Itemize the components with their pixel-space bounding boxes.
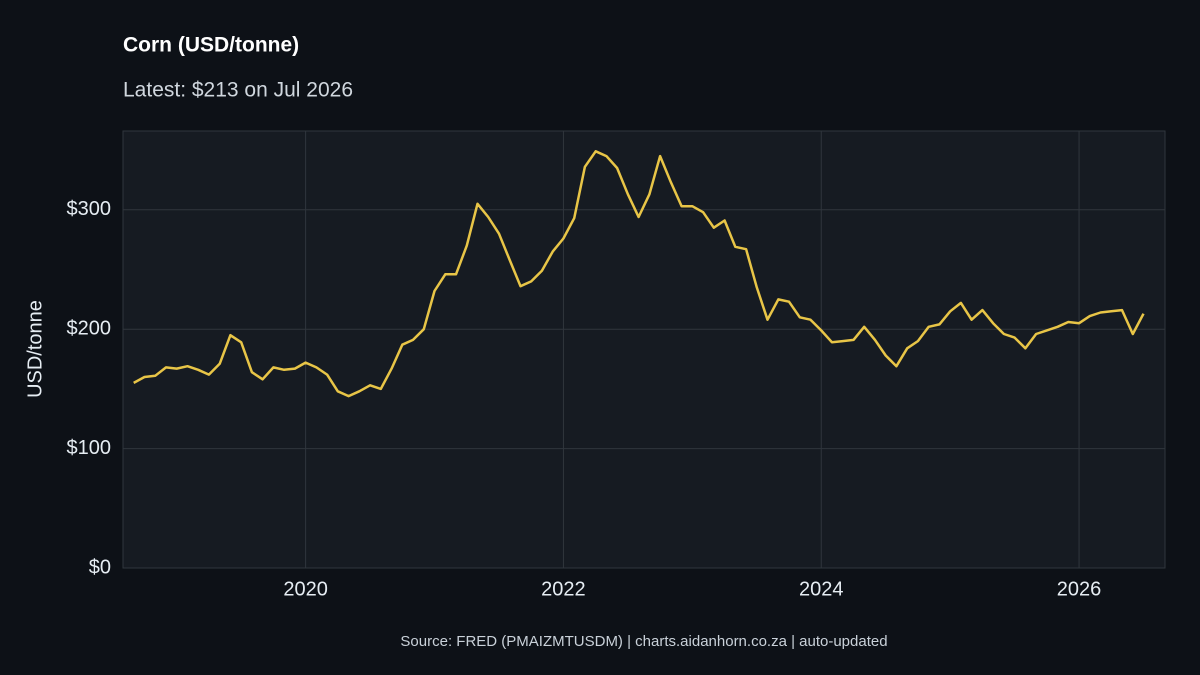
chart-subtitle: Latest: $213 on Jul 2026 <box>123 79 353 102</box>
y-tick-label: $300 <box>67 198 112 220</box>
y-tick-label: $0 <box>89 556 111 578</box>
source-caption: Source: FRED (PMAIZMTUSDM) | charts.aida… <box>400 633 887 650</box>
x-tick-label: 2024 <box>799 578 844 600</box>
y-tick-label: $200 <box>67 317 112 339</box>
x-tick-label: 2022 <box>541 578 586 600</box>
chart-title: Corn (USD/tonne) <box>123 34 299 57</box>
plot-area <box>133 150 1145 398</box>
plot-panel <box>122 130 1166 569</box>
x-tick-label: 2020 <box>283 578 328 600</box>
y-axis-label: USD/tonne <box>24 300 46 398</box>
data-line <box>133 150 1145 398</box>
x-tick-label: 2026 <box>1057 578 1102 600</box>
grid: $0 $100 $200 $300 2020 2022 2024 2026 <box>67 131 1165 600</box>
y-tick-label: $100 <box>67 437 112 459</box>
